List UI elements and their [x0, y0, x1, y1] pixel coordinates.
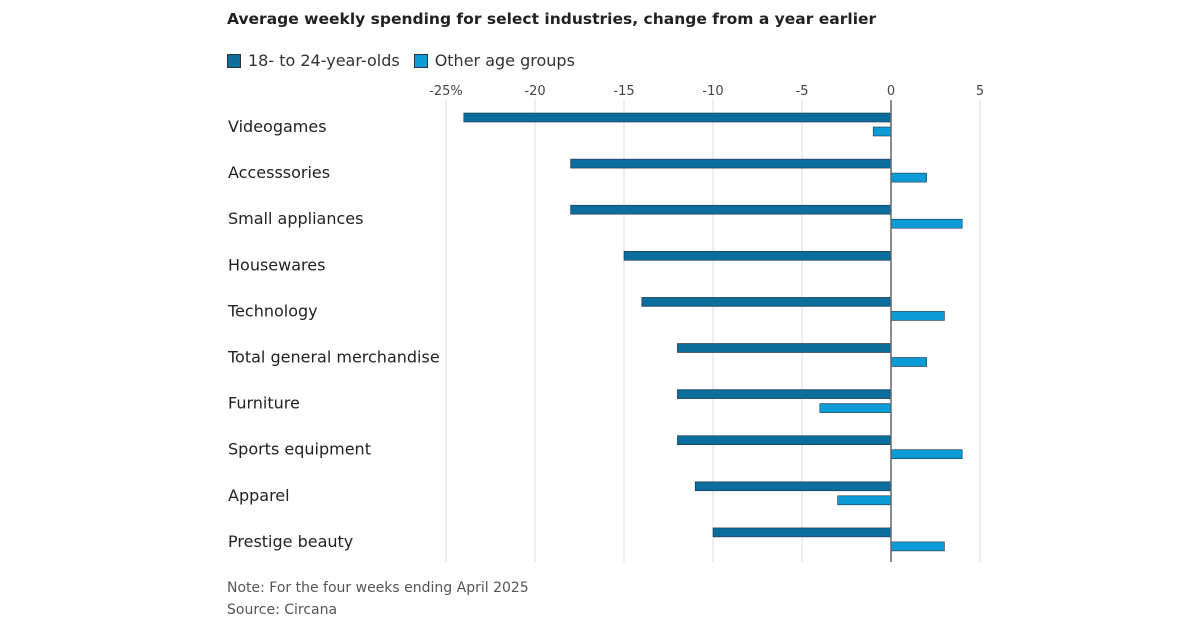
bar-young	[677, 343, 892, 353]
source: Source: Circana	[227, 602, 338, 618]
x-tick-label: -20	[524, 84, 545, 99]
legend-swatch	[413, 53, 428, 68]
bar-young	[463, 112, 892, 123]
category-label: Sports equipment	[228, 440, 371, 459]
bar-other	[872, 126, 892, 137]
bar-other	[890, 449, 963, 460]
legend-item-young: 18- to 24-year-olds	[227, 51, 400, 70]
bar-other	[890, 311, 945, 321]
bar-other	[890, 357, 927, 367]
bar-other	[890, 172, 927, 183]
category-label: Housewares	[228, 255, 325, 274]
category-label: Videogames	[228, 117, 327, 136]
legend: 18- to 24-year-olds Other age groups	[227, 51, 575, 70]
bar-other	[837, 495, 892, 506]
bar-young	[570, 204, 892, 215]
category-label: Accesssories	[228, 163, 330, 182]
x-tick-label: -10	[702, 84, 723, 99]
category-label: Small appliances	[228, 209, 363, 228]
category-label: Total general merchandise	[227, 348, 440, 367]
bar-young	[570, 158, 892, 169]
bar-young	[712, 527, 892, 538]
bar-young	[623, 251, 892, 261]
legend-label: 18- to 24-year-olds	[248, 51, 400, 70]
legend-swatch	[227, 53, 241, 68]
x-tick-label: -5	[796, 84, 809, 99]
bar-young	[641, 297, 892, 307]
x-tick-label: -25%	[429, 84, 463, 99]
category-label: Furniture	[228, 394, 300, 413]
x-tick-label: 5	[976, 84, 984, 99]
legend-label: Other age groups	[434, 51, 575, 70]
category-label: Apparel	[228, 486, 290, 505]
bar-other	[890, 541, 945, 552]
category-label: Technology	[227, 301, 318, 320]
x-tick-label: -15	[613, 84, 634, 99]
bar-other	[890, 218, 963, 229]
category-label: Prestige beauty	[228, 532, 353, 551]
x-tick-label: 0	[887, 84, 895, 99]
bar-young	[677, 389, 892, 399]
chart-title: Average weekly spending for select indus…	[227, 10, 877, 28]
note: Note: For the four weeks ending April 20…	[227, 580, 529, 596]
bar-other	[819, 403, 892, 413]
bar-young	[694, 481, 892, 492]
legend-item-other: Other age groups	[413, 51, 575, 70]
bar-young	[677, 435, 892, 446]
